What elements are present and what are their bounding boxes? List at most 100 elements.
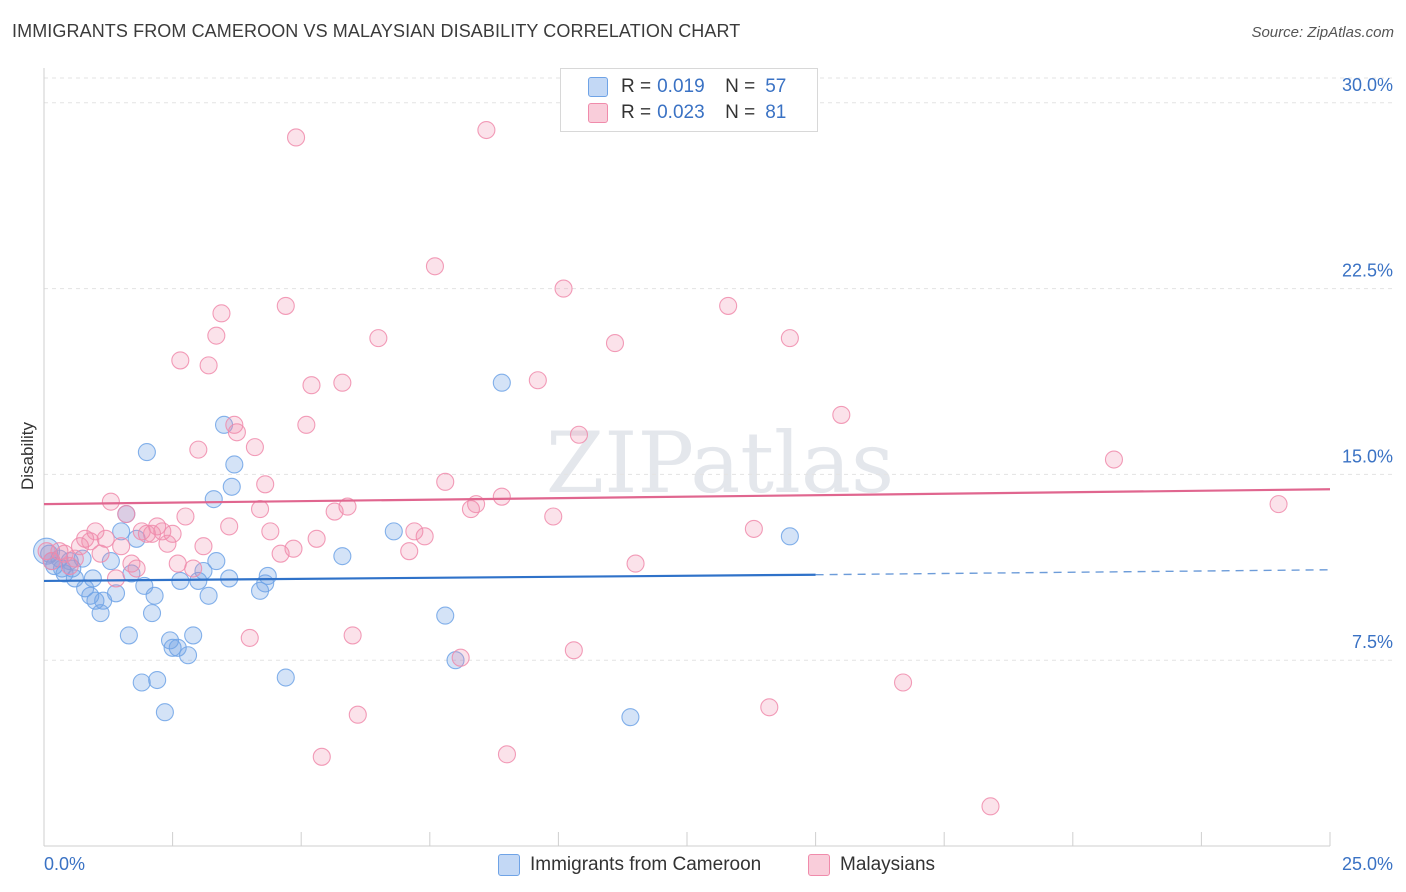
malaysian-point <box>171 351 190 370</box>
cameroon-point <box>199 586 218 605</box>
malaysian-point <box>451 648 470 667</box>
malaysian-point <box>1104 450 1124 469</box>
malaysian-point <box>302 376 321 395</box>
malaysian-point <box>780 329 799 348</box>
malaysian-point <box>528 371 547 390</box>
malaysian-point <box>492 487 511 506</box>
malaysian-point <box>312 747 331 766</box>
y-tick-label: 22.5% <box>1342 261 1393 281</box>
cameroon-point <box>155 703 174 722</box>
legend: R = 0.019 N = 57 R = 0.023 N = 81 <box>560 68 818 132</box>
malaysian-point <box>497 745 517 764</box>
chart-title: IMMIGRANTS FROM CAMEROON VS MALAYSIAN DI… <box>12 21 741 41</box>
cameroon-point <box>436 606 455 625</box>
legend-swatch-cameroon <box>588 77 608 97</box>
malaysian-point <box>569 425 589 444</box>
cameroon-point <box>168 638 187 657</box>
cameroon-point <box>33 537 61 565</box>
malaysian-point <box>137 524 156 543</box>
x-tick-label: 0.0% <box>44 854 85 874</box>
cameroon-point <box>621 708 640 727</box>
malaysian-point <box>832 405 851 424</box>
cameroon-point <box>142 604 162 623</box>
cameroon-point <box>225 455 244 474</box>
malaysian-point <box>245 438 264 457</box>
malaysian-point <box>284 539 303 558</box>
legend-row-cameroon: R = 0.019 N = 57 <box>561 74 786 100</box>
malaysian-point <box>626 554 645 573</box>
malaysian-point <box>261 522 280 541</box>
malaysian-point <box>122 554 141 573</box>
malaysian-point <box>348 705 367 724</box>
bottom-legend-swatch-cameroon <box>498 854 520 876</box>
cameroon-point <box>148 670 167 690</box>
malaysian-point <box>96 529 115 548</box>
malaysian-point <box>981 797 1000 816</box>
malaysian-point <box>158 534 177 553</box>
cameroon-point <box>163 638 182 657</box>
malaysian-point <box>148 517 167 536</box>
cameroon-point <box>119 626 138 645</box>
malaysian-point <box>276 296 295 315</box>
malaysian-point <box>220 517 239 536</box>
malaysian-point <box>86 522 105 541</box>
malaysian-point <box>1269 495 1288 514</box>
bottom-legend-label-cameroon: Immigrants from Cameroon <box>530 854 762 875</box>
legend-row-malaysians: R = 0.023 N = 81 <box>561 100 786 126</box>
x-tick-label: 25.0% <box>1342 854 1393 874</box>
malaysian-point <box>168 554 187 573</box>
malaysian-point <box>425 257 444 276</box>
cameroon-point <box>204 490 223 509</box>
cameroon-point <box>333 547 352 566</box>
cameroon-trend-extension <box>815 569 1331 576</box>
malaysian-point <box>101 492 120 511</box>
y-tick-label: 30.0% <box>1342 75 1393 95</box>
malaysian-point <box>194 537 213 556</box>
cameroon-point <box>106 584 126 603</box>
malaysian-point <box>369 329 388 348</box>
malaysian-point <box>81 532 100 551</box>
malaysian-point <box>297 415 316 434</box>
malaysian-point <box>112 537 131 556</box>
cameroon-point <box>184 626 203 645</box>
malaysian-point <box>50 542 69 561</box>
malaysian-point <box>760 698 779 717</box>
malaysian-point <box>554 279 573 298</box>
legend-r-value: 0.019 <box>657 76 705 97</box>
malaysian-point <box>225 415 244 434</box>
bottom-legend-label-malaysians: Malaysians <box>840 854 936 875</box>
y-tick-label: 15.0% <box>1342 446 1393 466</box>
cameroon-point <box>112 522 131 541</box>
cameroon-point <box>101 552 120 571</box>
malaysian-point <box>333 373 352 392</box>
y-tick-label: 7.5% <box>1352 632 1393 652</box>
malaysian-point <box>189 440 208 459</box>
malaysian-point <box>719 296 738 315</box>
malaysian-point <box>605 334 625 353</box>
malaysian-point <box>405 522 424 541</box>
malaysian-point <box>461 500 481 519</box>
malaysian-point <box>544 507 563 526</box>
malaysian-point <box>400 542 419 561</box>
legend-swatch-malaysians <box>588 103 608 123</box>
malaysian-point <box>176 507 195 526</box>
malaysian-point <box>744 519 763 538</box>
malaysian-point <box>564 641 583 660</box>
malaysian-trend-line <box>43 488 1331 506</box>
malaysian-point <box>127 559 146 578</box>
cameroon-point <box>137 443 156 462</box>
malaysian-point <box>240 628 259 647</box>
malaysian-point <box>37 542 56 561</box>
malaysian-point <box>287 128 306 147</box>
legend-r-value: 0.023 <box>657 102 705 123</box>
malaysian-point <box>338 497 357 516</box>
malaysian-point <box>117 504 136 524</box>
malaysian-point <box>436 472 455 491</box>
malaysian-point <box>106 569 126 588</box>
cameroon-point <box>492 373 511 392</box>
cameroon-point <box>258 566 277 586</box>
malaysian-point <box>343 626 362 645</box>
malaysian-point <box>307 529 326 548</box>
cameroon-point <box>222 477 241 496</box>
legend-r-label: R = <box>621 102 652 123</box>
